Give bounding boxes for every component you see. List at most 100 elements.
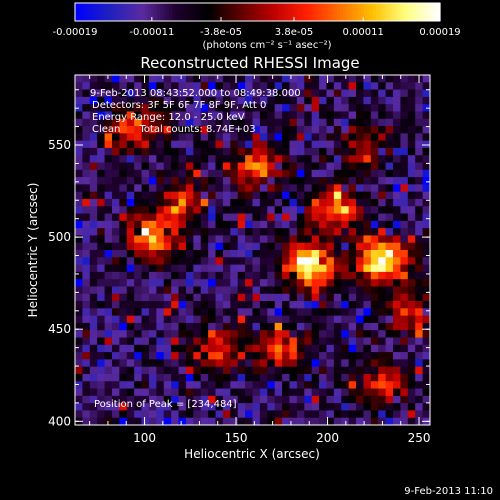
heatmap-cell (200, 111, 209, 120)
heatmap-cell (370, 403, 379, 411)
heatmap-cell (134, 301, 143, 309)
heatmap-cell (296, 235, 305, 244)
colorbar-cell (278, 3, 283, 21)
heatmap-cell (385, 293, 394, 302)
heatmap-cell (356, 250, 364, 258)
heatmap-cell (126, 96, 135, 105)
heatmap-cell (119, 257, 128, 266)
heatmap-cell (363, 352, 372, 360)
heatmap-cell (237, 271, 246, 280)
colorbar-cell (424, 3, 429, 21)
colorbar-cell (205, 3, 210, 21)
heatmap-cell (370, 322, 379, 331)
heatmap-cell (326, 242, 335, 251)
heatmap-cell (333, 352, 342, 360)
heatmap-cell (296, 126, 305, 134)
heatmap-cell (141, 155, 150, 163)
heatmap-cell (393, 286, 401, 295)
heatmap-cell (156, 417, 165, 426)
heatmap-cell (208, 75, 217, 83)
heatmap-cell (333, 126, 342, 134)
heatmap-cell (230, 344, 239, 353)
heatmap-cell (134, 140, 143, 149)
heatmap-cell (104, 133, 113, 142)
colorbar-unit-label: (photons cm⁻² s⁻¹ asec⁻²) (202, 40, 331, 51)
heatmap-cell (422, 213, 431, 222)
heatmap-cell (171, 162, 180, 171)
heatmap-cell (311, 126, 320, 134)
heatmap-cell (89, 388, 98, 397)
heatmap-cell (274, 213, 283, 222)
heatmap-cell (252, 308, 261, 317)
heatmap-cell (282, 75, 290, 83)
heatmap-cell (148, 191, 157, 200)
heatmap-cell (282, 155, 290, 163)
heatmap-cell (296, 228, 305, 236)
heatmap-cell (237, 322, 246, 331)
heatmap-cell (215, 403, 224, 411)
heatmap-cell (237, 359, 246, 368)
heatmap-cell (267, 126, 276, 134)
heatmap-cell (215, 206, 224, 215)
heatmap-cell (141, 177, 150, 185)
heatmap-cell (319, 417, 327, 426)
heatmap-cell (245, 235, 253, 244)
heatmap-cell (148, 315, 157, 324)
heatmap-cell (252, 271, 261, 280)
colorbar-cell (217, 3, 222, 21)
heatmap-cell (289, 410, 298, 419)
heatmap-cell (289, 337, 298, 346)
heatmap-cell (193, 169, 202, 178)
heatmap-cell (126, 104, 135, 112)
heatmap-cell (341, 147, 350, 156)
heatmap-cell (97, 417, 106, 426)
heatmap-cell (282, 322, 290, 331)
heatmap-cell (193, 359, 202, 368)
heatmap-cell (82, 140, 91, 149)
heatmap-cell (348, 242, 357, 251)
heatmap-cell (237, 89, 246, 98)
heatmap-cell (400, 140, 409, 149)
heatmap-cell (185, 118, 194, 127)
heatmap-cell (193, 322, 202, 331)
heatmap-cell (274, 352, 283, 360)
colorbar-cell (111, 3, 116, 21)
heatmap-cell (319, 184, 327, 193)
heatmap-cell (348, 104, 357, 112)
heatmap-cell (422, 322, 431, 331)
heatmap-cell (111, 111, 120, 120)
heatmap-cell (89, 395, 98, 404)
heatmap-cell (97, 89, 106, 98)
heatmap-cell (378, 111, 387, 120)
heatmap-cell (326, 279, 335, 287)
heatmap-cell (200, 96, 209, 105)
heatmap-cell (178, 126, 187, 134)
heatmap-cell (252, 395, 261, 404)
heatmap-cell (393, 147, 401, 156)
heatmap-cell (407, 126, 416, 134)
heatmap-cell (200, 242, 209, 251)
heatmap-cell (75, 388, 83, 397)
heatmap-cell (370, 162, 379, 171)
heatmap-cell (296, 366, 305, 375)
heatmap-cell (356, 308, 364, 317)
heatmap-cell (311, 344, 320, 353)
heatmap-cell (178, 352, 187, 360)
heatmap-cell (82, 118, 91, 127)
heatmap-cell (422, 395, 431, 404)
heatmap-cell (222, 388, 231, 397)
heatmap-cell (97, 337, 106, 346)
heatmap-cell (363, 308, 372, 317)
heatmap-cell (296, 301, 305, 309)
heatmap-cell (415, 126, 424, 134)
heatmap-cell (289, 191, 298, 200)
heatmap-cell (304, 206, 313, 215)
heatmap-cell (311, 403, 320, 411)
colorbar-cell (427, 3, 432, 21)
heatmap-cell (200, 352, 209, 360)
heatmap-cell (245, 75, 253, 83)
heatmap-cell (341, 417, 350, 426)
heatmap-cell (267, 140, 276, 149)
heatmap-cell (370, 373, 379, 382)
colorbar-cell (87, 3, 91, 21)
